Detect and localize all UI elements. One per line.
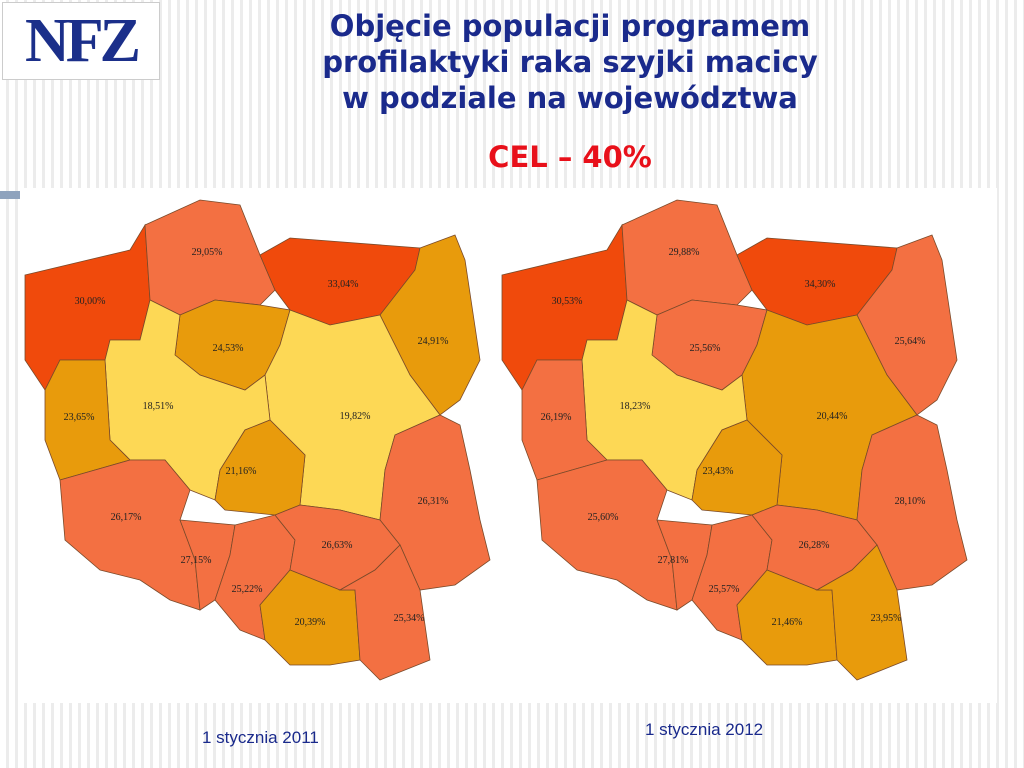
region-label: 26,63% [322,540,353,551]
region [815,544,908,681]
region [856,414,968,591]
region-label: 23,95% [871,613,902,624]
region-label: 20,44% [817,411,848,422]
title: Objęcie populacji programem profilaktyki… [250,8,890,116]
map-caption: 1 stycznia 2011 [202,728,319,747]
region-label: 18,23% [620,401,651,412]
region-label: 27,15% [181,555,212,566]
accent-bar [0,191,20,199]
region-label: 27,81% [658,555,689,566]
title-line: w podziale na województwa [342,81,798,115]
region-label: 20,39% [295,617,326,628]
region-label: 25,64% [895,336,926,347]
title-line: Objęcie populacji programem [329,9,811,43]
region-label: 30,00% [75,296,106,307]
region [691,419,783,516]
region-label: 29,88% [669,247,700,258]
region-label: 34,30% [805,279,836,290]
region [379,234,481,416]
region-label: 26,28% [799,540,830,551]
logo: NFZ [2,2,160,80]
region-label: 28,10% [895,496,926,507]
region-label: 21,16% [226,466,257,477]
region [338,544,431,681]
region-label: 25,56% [690,343,721,354]
region [379,414,491,591]
region-label: 26,31% [418,496,449,507]
map-caption: 1 stycznia 2012 [645,720,764,739]
title-line: profilaktyki raka szyjki macicy [322,45,818,79]
region-label: 23,43% [703,466,734,477]
region [214,419,306,516]
region-label: 26,17% [111,512,142,523]
region-label: 33,04% [328,279,359,290]
region-label: 25,22% [232,584,263,595]
region-label: 30,53% [552,296,583,307]
region [856,234,958,416]
region-label: 19,82% [340,411,371,422]
region-label: 25,60% [588,512,619,523]
region-label: 18,51% [143,401,174,412]
region-label: 25,34% [394,613,425,624]
region-label: 24,53% [213,343,244,354]
region-label: 26,19% [541,412,572,423]
region-label: 24,91% [418,336,449,347]
target: CEL – 40% [488,140,652,174]
region-label: 29,05% [192,247,223,258]
region-label: 21,46% [772,617,803,628]
region-label: 25,57% [709,584,740,595]
region-label: 23,65% [64,412,95,423]
